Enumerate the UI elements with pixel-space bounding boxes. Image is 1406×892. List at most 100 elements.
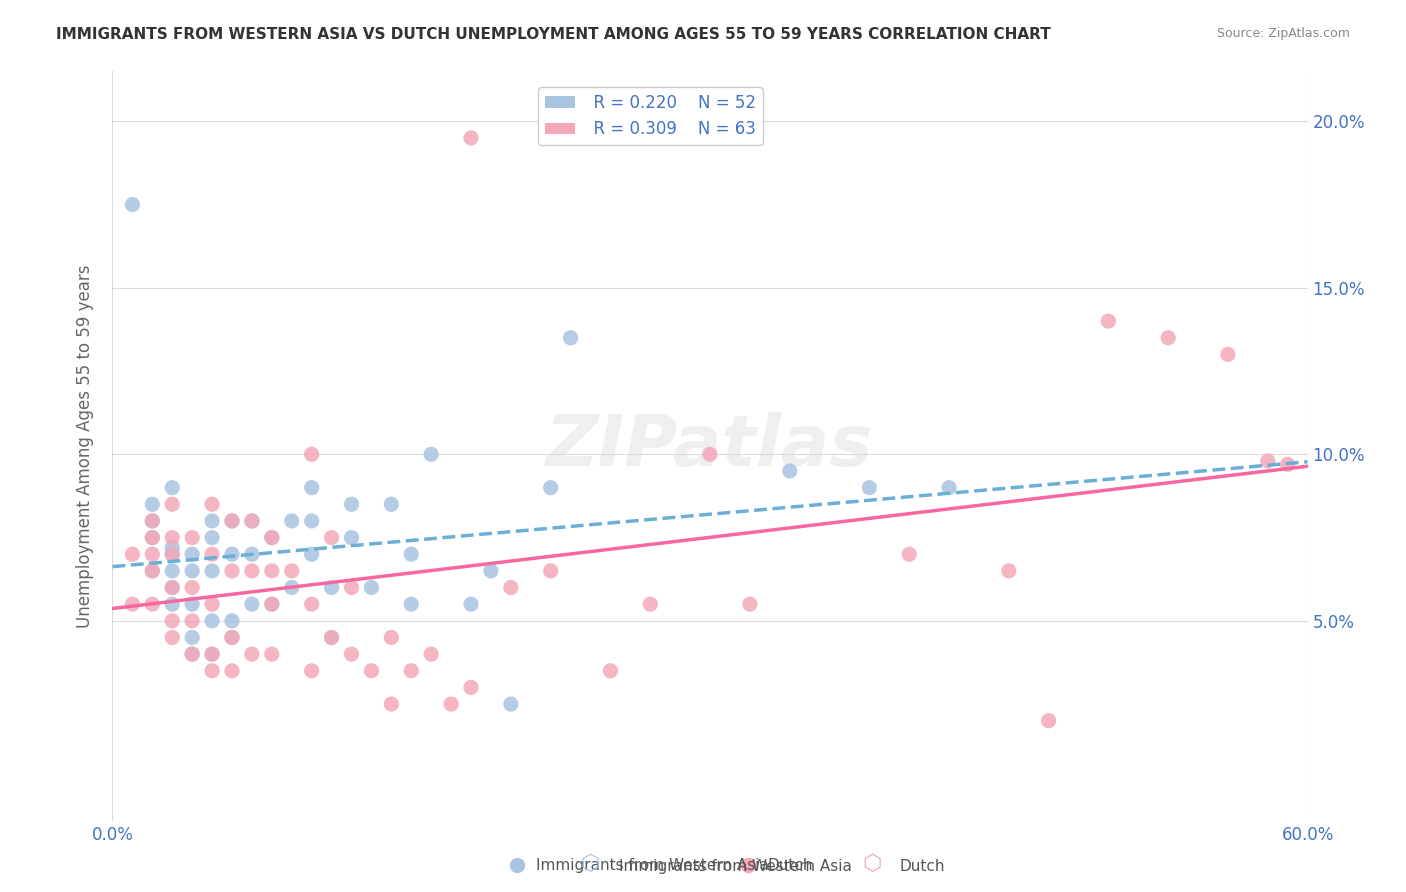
Text: IMMIGRANTS FROM WESTERN ASIA VS DUTCH UNEMPLOYMENT AMONG AGES 55 TO 59 YEARS COR: IMMIGRANTS FROM WESTERN ASIA VS DUTCH UN…: [56, 27, 1052, 42]
Point: [1257, 454, 1279, 468]
Point: [201, 497, 224, 511]
Point: [380, 497, 402, 511]
Point: [162, 597, 183, 611]
Point: [141, 547, 163, 561]
Point: [1157, 331, 1180, 345]
Point: [950, 696, 973, 710]
Point: [240, 564, 263, 578]
Point: [141, 514, 163, 528]
Point: [260, 531, 283, 545]
Point: [141, 597, 163, 611]
Point: [162, 497, 183, 511]
Point: [540, 481, 562, 495]
Point: [540, 564, 562, 578]
Point: [221, 564, 243, 578]
Point: [898, 547, 921, 561]
Point: [499, 581, 522, 595]
Point: [221, 664, 243, 678]
Text: Immigrants from Western Asia: Immigrants from Western Asia: [537, 858, 769, 872]
Point: [240, 647, 263, 661]
Text: ZIPatlas: ZIPatlas: [547, 411, 873, 481]
Point: [121, 197, 143, 211]
Point: [240, 514, 263, 528]
Point: [162, 631, 183, 645]
Point: [420, 447, 443, 461]
Point: [141, 564, 163, 578]
Text: ⬡: ⬡: [581, 855, 600, 874]
Point: [162, 581, 183, 595]
Point: [301, 597, 323, 611]
Point: [221, 514, 243, 528]
Point: [260, 597, 283, 611]
Point: [201, 547, 224, 561]
Point: [340, 497, 363, 511]
Point: [340, 581, 363, 595]
Point: [1216, 347, 1239, 361]
Point: [281, 581, 304, 595]
Point: [141, 531, 163, 545]
Point: [201, 614, 224, 628]
Point: [321, 531, 343, 545]
Point: [260, 647, 283, 661]
Point: [440, 697, 463, 711]
Point: [560, 331, 582, 345]
Point: [599, 664, 621, 678]
Text: Dutch: Dutch: [900, 859, 945, 874]
Point: [201, 564, 224, 578]
Point: [141, 514, 163, 528]
Point: [201, 531, 224, 545]
Point: [340, 647, 363, 661]
Point: [221, 631, 243, 645]
Point: [162, 581, 183, 595]
Point: [201, 647, 224, 661]
Point: [260, 564, 283, 578]
Point: [201, 514, 224, 528]
Point: [181, 597, 204, 611]
Point: [858, 481, 880, 495]
Point: [738, 597, 761, 611]
Point: [1097, 314, 1119, 328]
Point: [460, 131, 482, 145]
Point: [181, 647, 204, 661]
Point: [301, 514, 323, 528]
Text: Immigrants from Western Asia: Immigrants from Western Asia: [619, 859, 852, 874]
Point: [201, 664, 224, 678]
Point: [201, 647, 224, 661]
Point: [281, 514, 304, 528]
Point: [380, 631, 402, 645]
Point: [360, 581, 382, 595]
Point: [260, 597, 283, 611]
Point: [301, 447, 323, 461]
Point: [240, 597, 263, 611]
Point: [401, 547, 423, 561]
Point: [121, 597, 143, 611]
Point: [162, 564, 183, 578]
Point: [162, 547, 183, 561]
Point: [260, 531, 283, 545]
Text: ⬡: ⬡: [862, 855, 882, 874]
Point: [181, 614, 204, 628]
Point: [340, 531, 363, 545]
Point: [162, 481, 183, 495]
Point: [998, 564, 1021, 578]
Point: [1038, 714, 1060, 728]
Point: [460, 681, 482, 695]
Point: [380, 697, 402, 711]
Point: [420, 647, 443, 661]
Point: [499, 697, 522, 711]
Point: [181, 581, 204, 595]
Point: [1277, 458, 1299, 472]
Point: [779, 464, 801, 478]
Text: Source: ZipAtlas.com: Source: ZipAtlas.com: [1216, 27, 1350, 40]
Point: [301, 481, 323, 495]
Point: [938, 481, 960, 495]
Point: [121, 547, 143, 561]
Point: [141, 564, 163, 578]
Point: [281, 564, 304, 578]
Point: [401, 664, 423, 678]
Point: [181, 531, 204, 545]
Point: [221, 631, 243, 645]
Point: [321, 631, 343, 645]
Point: [141, 531, 163, 545]
Point: [162, 547, 183, 561]
